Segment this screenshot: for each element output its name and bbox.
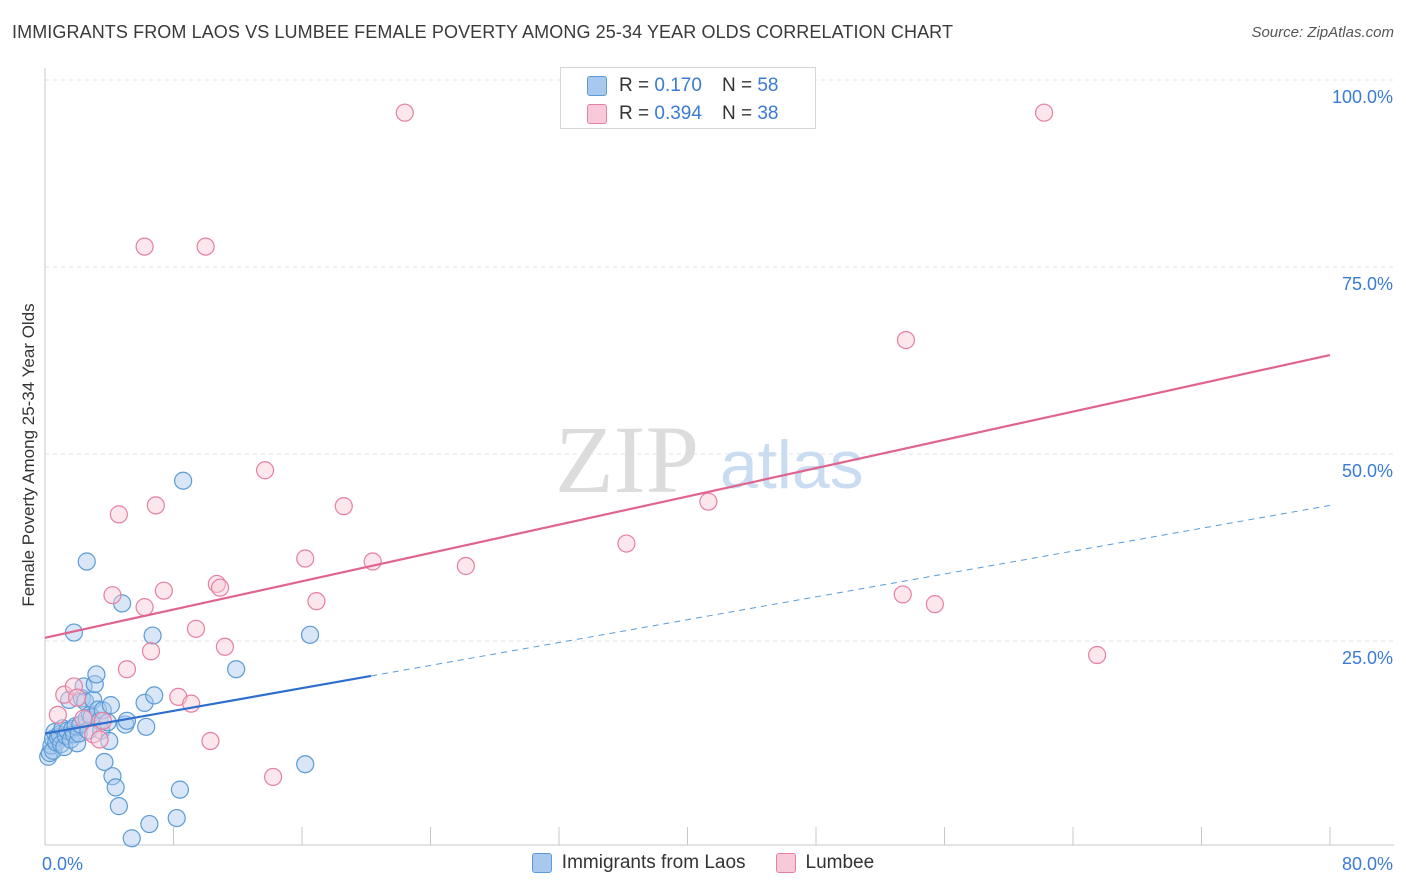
data-point-laos bbox=[135, 693, 154, 712]
gridlines bbox=[45, 79, 1394, 642]
data-point-laos bbox=[137, 717, 156, 736]
data-point-lumbee bbox=[210, 578, 230, 597]
data-point-laos bbox=[145, 686, 164, 705]
legend-swatch-blue bbox=[531, 853, 552, 873]
data-point-laos bbox=[227, 660, 246, 679]
legend-swatch-pink bbox=[775, 853, 796, 873]
y-tick-label: 75.0% bbox=[1342, 274, 1393, 294]
x-tick-label: 0.0% bbox=[42, 854, 83, 874]
data-point-lumbee bbox=[395, 103, 414, 122]
data-point-lumbee bbox=[135, 237, 154, 256]
data-point-laos bbox=[77, 552, 96, 571]
data-point-lumbee bbox=[893, 585, 912, 604]
data-point-laos bbox=[87, 665, 106, 684]
data-point-lumbee bbox=[109, 505, 128, 524]
trend-line-laos bbox=[44, 674, 372, 735]
data-point-laos bbox=[74, 677, 93, 696]
data-point-lumbee bbox=[896, 331, 916, 350]
trend-line-laos-extension bbox=[370, 504, 1331, 677]
y-tick-label: 50.0% bbox=[1342, 461, 1393, 481]
data-point-laos bbox=[174, 471, 193, 490]
y-axis-label: Female Poverty Among 25-34 Year Olds bbox=[19, 303, 38, 606]
data-point-laos bbox=[100, 731, 119, 751]
watermark-zip: ZIP bbox=[555, 406, 699, 513]
data-point-lumbee bbox=[334, 497, 353, 516]
legend-row-lumbee: R = 0.394 N = 38 bbox=[587, 100, 778, 128]
data-point-lumbee bbox=[196, 237, 215, 256]
data-point-lumbee bbox=[925, 595, 944, 614]
r-value: 0.394 bbox=[654, 103, 702, 124]
x-tick-label: 80.0% bbox=[1342, 854, 1393, 874]
data-point-lumbee bbox=[64, 677, 84, 696]
trend-lines bbox=[44, 353, 1331, 735]
data-point-lumbee bbox=[154, 581, 173, 600]
data-point-laos bbox=[95, 752, 114, 772]
legend-item-lumbee: Lumbee bbox=[775, 852, 875, 874]
data-point-laos bbox=[170, 780, 190, 799]
n-value: 38 bbox=[757, 103, 779, 124]
n-label: N = bbox=[721, 75, 753, 96]
trend-line-lumbee bbox=[44, 353, 1331, 639]
legend-row-laos: R = 0.170 N = 58 bbox=[587, 72, 778, 100]
series-lumbee bbox=[48, 103, 1107, 787]
n-value: 58 bbox=[757, 75, 779, 96]
data-point-lumbee bbox=[215, 637, 234, 656]
data-point-lumbee bbox=[141, 642, 161, 661]
data-point-laos bbox=[122, 829, 141, 848]
r-value: 0.170 bbox=[654, 75, 702, 96]
data-point-lumbee bbox=[103, 586, 122, 605]
data-point-laos bbox=[143, 626, 162, 645]
data-point-lumbee bbox=[74, 709, 93, 728]
watermark: ZIP atlas bbox=[555, 406, 864, 513]
legend-item-laos: Immigrants from Laos bbox=[531, 852, 746, 874]
data-point-lumbee bbox=[48, 705, 67, 724]
data-point-lumbee bbox=[90, 730, 109, 749]
y-tick-label: 25.0% bbox=[1342, 648, 1393, 668]
series-immigrants-from-laos bbox=[39, 471, 320, 848]
chart-title: IMMIGRANTS FROM LAOS VS LUMBEE FEMALE PO… bbox=[12, 22, 954, 42]
r-label: R = bbox=[619, 103, 650, 124]
r-label: R = bbox=[619, 75, 650, 96]
data-point-lumbee bbox=[699, 492, 718, 511]
tick-labels: 25.0% 50.0% 75.0% 100.0% 0.0% 80.0% bbox=[42, 87, 1393, 874]
data-point-lumbee bbox=[263, 767, 283, 787]
correlation-legend: R = 0.170 N = 58 R = 0.394 N = 38 bbox=[560, 67, 816, 129]
data-point-laos bbox=[109, 797, 128, 816]
watermark-atlas: atlas bbox=[720, 427, 864, 503]
data-point-lumbee bbox=[93, 711, 112, 730]
data-point-lumbee bbox=[135, 598, 154, 617]
data-point-laos bbox=[167, 808, 186, 828]
y-tick-label: 100.0% bbox=[1332, 87, 1393, 107]
data-point-lumbee bbox=[456, 556, 475, 576]
data-point-lumbee bbox=[1034, 103, 1054, 122]
axes bbox=[44, 68, 1394, 846]
chart-source: Source: ZipAtlas.com bbox=[1251, 24, 1394, 41]
data-point-lumbee bbox=[68, 688, 87, 707]
data-point-lumbee bbox=[201, 731, 220, 751]
legend-swatch-blue bbox=[587, 76, 607, 96]
data-point-lumbee bbox=[1087, 645, 1107, 665]
data-point-lumbee bbox=[146, 496, 165, 515]
data-point-laos bbox=[106, 778, 125, 797]
data-point-lumbee bbox=[117, 660, 137, 679]
legend-swatch-pink bbox=[587, 104, 607, 124]
data-point-laos bbox=[140, 814, 159, 834]
data-point-laos bbox=[296, 755, 315, 774]
legend-label-laos: Immigrants from Laos bbox=[561, 852, 746, 873]
n-label: N = bbox=[721, 103, 753, 124]
data-point-lumbee bbox=[186, 619, 206, 638]
data-point-laos bbox=[103, 767, 122, 786]
data-point-lumbee bbox=[617, 534, 636, 553]
data-point-lumbee bbox=[255, 461, 275, 480]
data-point-lumbee bbox=[296, 549, 315, 568]
series-legend: Immigrants from Laos Lumbee bbox=[0, 852, 1406, 874]
data-point-lumbee bbox=[307, 592, 326, 611]
data-point-laos bbox=[300, 625, 320, 644]
legend-label-lumbee: Lumbee bbox=[805, 852, 875, 873]
data-point-laos bbox=[101, 696, 120, 715]
